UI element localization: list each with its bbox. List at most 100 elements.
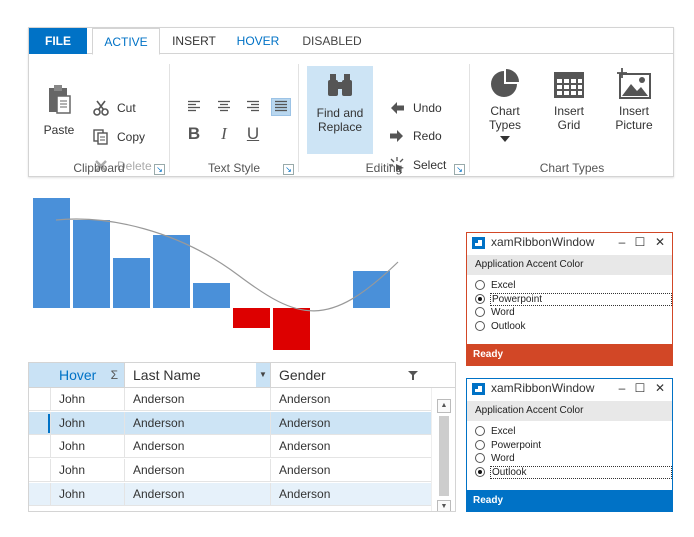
sigma-icon[interactable]: Σ	[110, 368, 118, 382]
radio-button[interactable]	[475, 321, 485, 332]
insert-picture-button[interactable]: Insert Picture	[608, 68, 660, 132]
column-dropdown-icon[interactable]: ▼	[256, 363, 270, 387]
radio-button[interactable]	[475, 439, 485, 450]
ribbon-window-blue: xamRibbonWindow – ☐ ✕ Application Accent…	[466, 378, 673, 512]
radio-button[interactable]	[475, 307, 485, 318]
table-row[interactable]: John Anderson Anderson	[29, 459, 433, 483]
table-cell[interactable]: John	[50, 482, 124, 506]
vertical-scrollbar[interactable]: ▲ ▼	[431, 388, 455, 511]
editing-group: Find and Replace Undo Redo Select Editin…	[299, 55, 469, 177]
table-cell[interactable]: Anderson	[124, 482, 270, 506]
text-style-group: B I U Text Style ↘	[170, 55, 298, 177]
window-titlebar[interactable]: xamRibbonWindow – ☐ ✕	[467, 233, 672, 253]
table-row[interactable]: John Anderson Anderson	[29, 482, 433, 506]
redo-label: Redo	[413, 129, 442, 143]
insert-grid-button[interactable]: Insert Grid	[546, 68, 592, 132]
table-cell[interactable]: Anderson	[270, 411, 433, 435]
close-icon[interactable]: ✕	[654, 381, 666, 395]
align-left-button[interactable]	[184, 99, 204, 117]
trend-line	[55, 218, 399, 312]
status-bar: Ready	[467, 344, 672, 365]
tab-insert[interactable]: INSERT	[172, 34, 216, 48]
tab-hover[interactable]: HOVER	[236, 34, 280, 48]
tab-disabled[interactable]: DISABLED	[302, 34, 362, 48]
scroll-down-icon[interactable]: ▼	[437, 500, 451, 511]
window-titlebar[interactable]: xamRibbonWindow – ☐ ✕	[467, 379, 672, 399]
table-cell[interactable]: Anderson	[270, 388, 433, 411]
close-icon[interactable]: ✕	[654, 235, 666, 249]
chart-types-group: Chart Types Insert Grid I	[470, 55, 674, 177]
insert-grid-label-2: Grid	[557, 118, 581, 132]
binoculars-icon	[328, 74, 352, 96]
scroll-up-icon[interactable]: ▲	[437, 399, 451, 413]
table-row[interactable]: John Anderson Anderson	[29, 411, 433, 435]
align-center-button[interactable]	[214, 99, 234, 117]
radio-label: Outlook	[491, 321, 526, 333]
select-cursor-icon	[389, 157, 404, 173]
table-cell[interactable]: John	[50, 411, 124, 435]
clipboard-group: Paste Cut Copy Delete Clipboard ↘	[29, 55, 169, 177]
grid-table-icon	[554, 72, 584, 98]
data-grid: Hover Σ Last Name ▼ Gender John Anderson A…	[28, 362, 456, 512]
align-right-button[interactable]	[243, 99, 263, 117]
text-style-launcher-icon[interactable]: ↘	[283, 164, 294, 175]
chart-types-button[interactable]: Chart Types	[482, 68, 528, 142]
table-cell[interactable]: John	[50, 388, 124, 411]
radio-button[interactable]	[475, 467, 485, 478]
editing-group-title: Editing	[365, 161, 403, 175]
pie-chart-icon	[491, 69, 519, 97]
table-cell[interactable]: Anderson	[270, 435, 433, 459]
table-cell[interactable]: Anderson	[124, 459, 270, 483]
justify-button[interactable]	[271, 98, 291, 116]
picture-icon	[617, 68, 651, 99]
group-divider	[469, 64, 470, 172]
underline-button[interactable]: U	[246, 124, 260, 143]
paste-button[interactable]: Paste	[37, 83, 81, 137]
radio-button[interactable]	[475, 426, 485, 436]
table-row[interactable]: John Anderson Anderson	[29, 435, 433, 459]
column-header-label: Last Name	[133, 367, 201, 383]
maximize-icon[interactable]: ☐	[634, 381, 646, 395]
grid-header: Hover Σ Last Name ▼ Gender	[29, 363, 455, 388]
scroll-thumb[interactable]	[439, 416, 449, 496]
row-indicator[interactable]	[29, 483, 50, 506]
chart-bar	[33, 198, 70, 308]
table-cell[interactable]: Anderson	[124, 435, 270, 459]
table-cell[interactable]: John	[50, 459, 124, 483]
table-row[interactable]: John Anderson Anderson	[29, 388, 433, 411]
radio-button[interactable]	[475, 293, 485, 304]
table-cell[interactable]: Anderson	[124, 388, 270, 411]
column-header-hover[interactable]: Hover Σ	[29, 363, 124, 387]
table-cell[interactable]: Anderson	[270, 459, 433, 483]
ribbon-tabstrip: FILE ACTIVE INSERT HOVER DISABLED	[29, 28, 673, 55]
row-indicator[interactable]	[29, 412, 50, 435]
clipboard-group-title: Clipboard	[73, 161, 125, 175]
clipboard-launcher-icon[interactable]: ↘	[154, 164, 165, 175]
table-cell[interactable]: Anderson	[124, 411, 270, 435]
justify-icon	[275, 100, 287, 112]
app-icon	[472, 237, 485, 249]
bold-button[interactable]: B	[187, 124, 201, 143]
table-cell[interactable]: John	[50, 435, 124, 459]
minimize-icon[interactable]: –	[618, 381, 626, 395]
tab-active[interactable]: ACTIVE	[92, 28, 160, 55]
column-header-gender[interactable]: Gender	[270, 363, 432, 387]
undo-label: Undo	[413, 101, 442, 115]
chart-bar	[273, 308, 310, 350]
row-indicator[interactable]	[29, 388, 50, 411]
radio-button[interactable]	[475, 280, 485, 290]
minimize-icon[interactable]: –	[618, 235, 626, 249]
tab-file[interactable]: FILE	[29, 28, 87, 54]
radio-button[interactable]	[475, 453, 485, 464]
row-indicator[interactable]	[29, 435, 50, 458]
maximize-icon[interactable]: ☐	[634, 235, 646, 249]
column-header-last-name[interactable]: Last Name ▼	[124, 363, 270, 387]
table-cell[interactable]: Anderson	[270, 482, 433, 506]
editing-launcher-icon[interactable]: ↘	[454, 164, 465, 175]
copy-icon	[93, 129, 108, 145]
italic-button[interactable]: I	[221, 124, 227, 143]
find-replace-button[interactable]: Find and Replace	[307, 66, 373, 154]
window-title: xamRibbonWindow	[491, 381, 595, 395]
row-indicator[interactable]	[29, 459, 50, 482]
filter-icon[interactable]	[408, 371, 418, 380]
